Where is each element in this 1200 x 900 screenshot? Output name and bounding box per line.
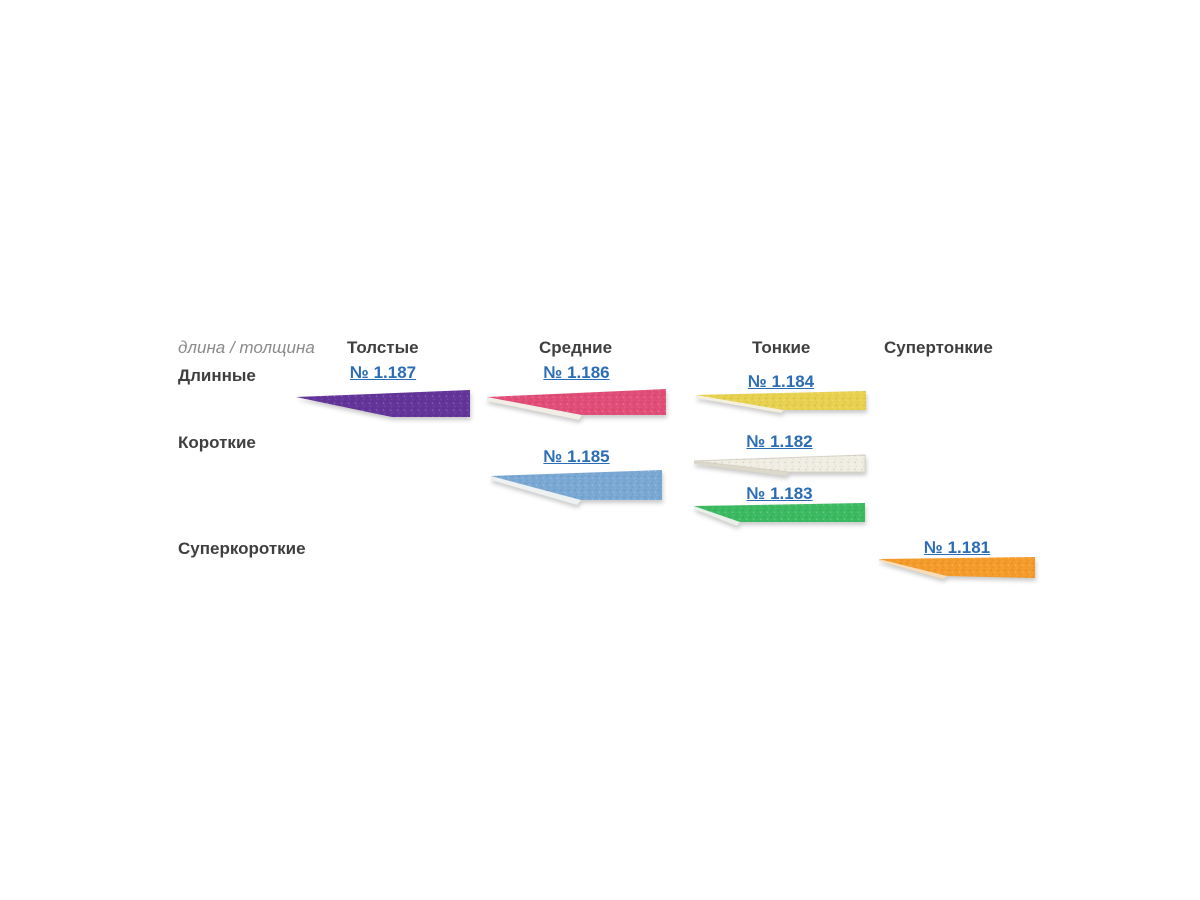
product-link-1-181[interactable]: № 1.181 (923, 538, 991, 557)
row-header-short: Короткие (178, 433, 256, 452)
row-header-long: Длинные (178, 366, 256, 385)
wedge-image-1-186-pink (487, 389, 666, 420)
column-header-thick: Толстые (347, 338, 419, 357)
product-link-1-187[interactable]: № 1.187 (349, 363, 417, 382)
column-header-medium: Средние (539, 338, 613, 357)
product-link-1-183[interactable]: № 1.183 (746, 484, 813, 503)
wedge-image-1-182-white (693, 454, 866, 476)
column-header-thin: Тонкие (752, 338, 811, 357)
corner-label-length-thickness: длина / толщина (178, 338, 315, 357)
wedge-image-1-183-green (694, 503, 865, 526)
row-header-supershort: Суперкороткие (178, 539, 306, 558)
product-link-1-185[interactable]: № 1.185 (543, 447, 610, 466)
product-link-1-184[interactable]: № 1.184 (747, 372, 815, 391)
wedge-image-1-184-yellow (696, 391, 866, 413)
column-header-superthin: Супертонкие (884, 338, 993, 357)
wedge-image-1-181-orange (879, 557, 1035, 579)
wedge-image-1-187-purple (296, 390, 470, 417)
product-link-1-186[interactable]: № 1.186 (543, 363, 610, 382)
product-link-1-182[interactable]: № 1.182 (746, 432, 813, 451)
wedge-image-1-185-blue (491, 470, 662, 505)
